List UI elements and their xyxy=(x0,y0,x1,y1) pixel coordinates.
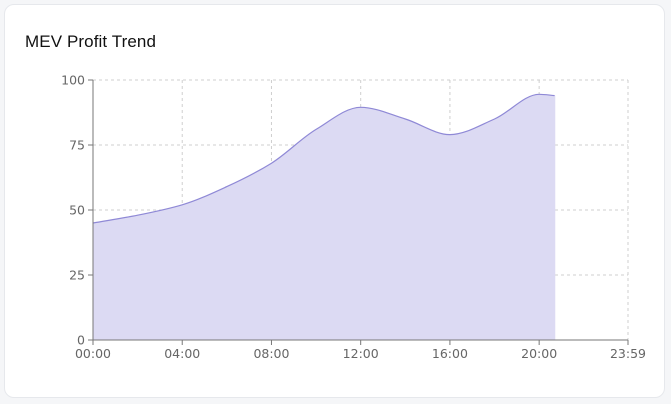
x-tick-label: 08:00 xyxy=(253,346,289,361)
series-area xyxy=(93,94,555,340)
x-tick-label: 23:59 xyxy=(610,346,646,361)
y-tick-label: 75 xyxy=(69,138,85,153)
axis-layer xyxy=(88,79,629,345)
chart-title: MEV Profit Trend xyxy=(25,32,157,51)
x-tick-label: 12:00 xyxy=(343,346,379,361)
x-tick-label: 16:00 xyxy=(432,346,468,361)
series-layer xyxy=(92,93,556,340)
series-line xyxy=(92,93,555,224)
y-tick-label: 50 xyxy=(69,203,85,218)
x-tick-label: 04:00 xyxy=(164,346,200,361)
y-tick-label: 100 xyxy=(61,73,85,88)
tick-label-layer: 0 25 50 75 100 00:00 04:00 08:00 12:00 16:00 20:00… xyxy=(61,73,646,362)
y-tick-label: 25 xyxy=(69,268,85,283)
x-tick-label: 00:00 xyxy=(75,346,111,361)
y-tick-label: 0 xyxy=(77,333,85,348)
x-tick-label: 20:00 xyxy=(521,346,557,361)
